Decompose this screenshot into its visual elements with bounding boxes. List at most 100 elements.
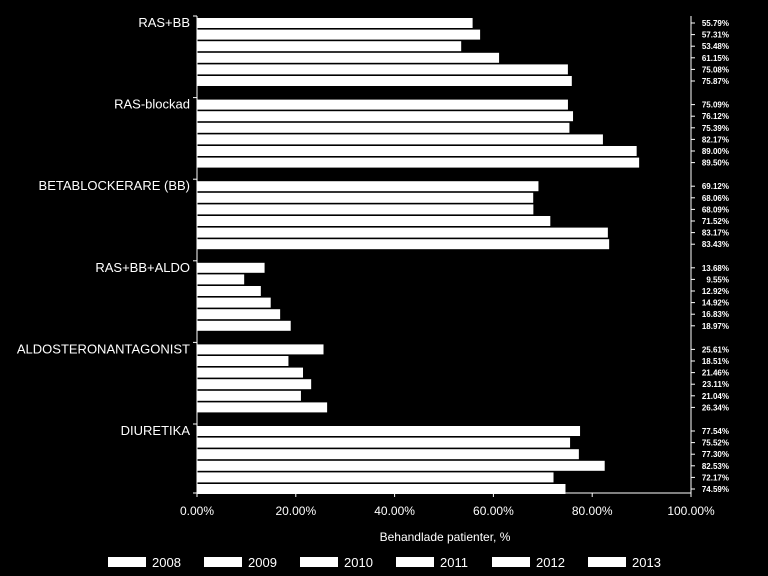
category-label: DIURETIKA <box>121 423 191 438</box>
bar <box>197 367 304 378</box>
bar <box>197 122 570 133</box>
data-label: 71.52% <box>702 217 729 226</box>
x-tick-label: 0.00% <box>180 504 214 518</box>
bar <box>197 426 581 436</box>
data-label: 75.52% <box>702 439 729 448</box>
data-label: 25.61% <box>702 345 729 354</box>
plot-area <box>197 18 640 494</box>
data-label: 75.08% <box>702 65 729 74</box>
bar <box>197 76 572 86</box>
legend-swatch <box>588 557 626 567</box>
legend-label: 2008 <box>152 555 181 570</box>
bar <box>197 146 637 156</box>
legend-label: 2012 <box>536 555 565 570</box>
bar <box>197 134 603 145</box>
data-label: 83.17% <box>702 229 729 238</box>
data-label: 23.11% <box>702 380 729 389</box>
x-tick-label: 40.00% <box>374 504 415 518</box>
data-label: 18.51% <box>702 357 729 366</box>
bar <box>197 379 312 390</box>
data-label: 61.15% <box>702 54 729 63</box>
bar <box>197 99 568 110</box>
bar <box>197 356 289 366</box>
bar <box>197 41 462 52</box>
bar <box>197 390 301 401</box>
data-label: 26.34% <box>702 403 729 412</box>
bar <box>197 216 551 226</box>
legend-label: 2009 <box>248 555 277 570</box>
data-label: 89.00% <box>702 147 729 156</box>
category-labels: RAS+BB RAS-blockad BETABLOCKERARE (BB) RAS+… <box>17 15 190 438</box>
bar <box>197 192 534 203</box>
bar <box>197 52 500 63</box>
data-label: 16.83% <box>702 310 729 319</box>
category-label: BETABLOCKERARE (BB) <box>39 178 190 193</box>
data-label: 82.17% <box>702 135 729 144</box>
bar <box>197 204 534 215</box>
data-label: 77.30% <box>702 450 729 459</box>
data-label: 57.31% <box>702 31 729 40</box>
data-label: 21.46% <box>702 369 729 378</box>
bar <box>197 484 566 494</box>
bar <box>197 449 579 460</box>
bar <box>197 157 640 168</box>
x-tick-label: 20.00% <box>275 504 316 518</box>
legend-swatch <box>300 557 338 567</box>
bar <box>197 460 605 471</box>
legend: 2008 2009 2010 2011 2012 2013 <box>108 555 661 570</box>
bar <box>197 181 539 192</box>
data-label: 69.12% <box>702 182 729 191</box>
axes <box>193 15 695 494</box>
bar <box>197 309 281 320</box>
bar <box>197 18 473 28</box>
legend-label: 2010 <box>344 555 373 570</box>
data-label: 13.68% <box>702 264 729 273</box>
bar <box>197 437 571 448</box>
data-label: 75.09% <box>702 101 729 110</box>
data-label: 89.50% <box>702 159 729 168</box>
legend-swatch <box>108 557 146 567</box>
legend-swatch <box>492 557 530 567</box>
bar <box>197 64 568 75</box>
x-axis-title: Behandlade patienter, % <box>380 530 511 544</box>
bar <box>197 472 554 483</box>
bar <box>197 344 324 355</box>
data-label: 75.39% <box>702 124 729 133</box>
bar <box>197 227 608 238</box>
bar <box>197 239 610 250</box>
bar <box>197 262 265 273</box>
x-tick-label: 80.00% <box>572 504 613 518</box>
data-label: 12.92% <box>702 287 729 296</box>
data-label: 21.04% <box>702 392 729 401</box>
category-label: RAS+BB+ALDO <box>95 260 190 275</box>
data-label: 82.53% <box>702 462 729 471</box>
data-label: 76.12% <box>702 112 729 121</box>
bar <box>197 286 261 296</box>
category-label: ALDOSTERONANTAGONIST <box>17 341 190 356</box>
category-label: RAS-blockad <box>114 97 190 112</box>
legend-swatch <box>396 557 434 567</box>
data-label: 68.06% <box>702 194 729 203</box>
data-label: 72.17% <box>702 473 729 482</box>
data-label: 18.97% <box>702 322 729 331</box>
data-label: 74.59% <box>702 485 729 494</box>
data-label: 75.87% <box>702 77 729 86</box>
bar <box>197 402 328 413</box>
data-label: 9.55% <box>706 275 729 284</box>
x-tick-label: 100.00% <box>667 504 715 518</box>
data-label: 14.92% <box>702 299 729 308</box>
data-label: 68.09% <box>702 205 729 214</box>
bar <box>197 111 574 122</box>
bar <box>197 29 481 40</box>
value-labels: 55.79% 57.31% 53.48% 61.15% 75.08% 75.87% 75.0… <box>702 19 729 494</box>
data-label: 83.43% <box>702 240 729 249</box>
data-label: 53.48% <box>702 42 729 51</box>
bar <box>197 297 271 308</box>
category-label: RAS+BB <box>138 15 190 30</box>
bar <box>197 320 291 331</box>
legend-label: 2013 <box>632 555 661 570</box>
bar <box>197 274 245 285</box>
data-label: 77.54% <box>702 427 729 436</box>
legend-label: 2011 <box>440 555 468 570</box>
x-axis-ticks: 0.00% 20.00% 40.00% 60.00% 80.00% 100.00% <box>180 493 715 518</box>
